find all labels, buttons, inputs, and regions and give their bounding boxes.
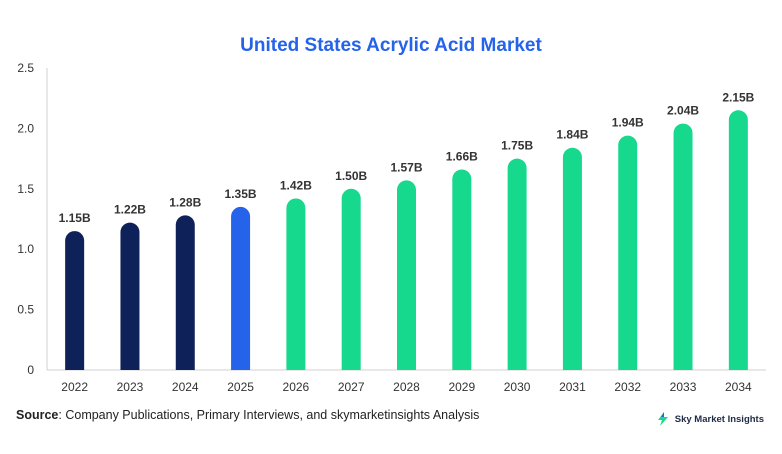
x-tick-label-2031: 2031 bbox=[559, 380, 586, 394]
data-label-2031: 1.84B bbox=[556, 128, 588, 142]
x-tick-label-2033: 2033 bbox=[670, 380, 697, 394]
y-tick-label: 0.5 bbox=[17, 303, 34, 317]
x-tick-label-2023: 2023 bbox=[117, 380, 144, 394]
chart-title: United States Acrylic Acid Market bbox=[240, 35, 542, 56]
data-label-2023: 1.22B bbox=[114, 203, 146, 217]
data-label-2024: 1.28B bbox=[169, 195, 201, 209]
bar-chart: United States Acrylic Acid Market 0 0.5 1.… bbox=[17, 35, 766, 394]
x-tick-label-2026: 2026 bbox=[283, 380, 310, 394]
y-tick-label: 2.0 bbox=[17, 121, 34, 135]
x-tick-label-2022: 2022 bbox=[61, 380, 88, 394]
x-tick-label-2028: 2028 bbox=[393, 380, 420, 394]
x-tick-label-2034: 2034 bbox=[725, 380, 752, 394]
y-tick-label: 1.0 bbox=[17, 242, 34, 256]
source-note: Source: Company Publications, Primary In… bbox=[16, 408, 479, 422]
brand-name: Sky Market Insights bbox=[674, 413, 764, 425]
y-tick-label: 1.5 bbox=[17, 182, 34, 196]
bar-2028 bbox=[397, 180, 416, 370]
y-axis: 0 0.5 1.0 1.5 2.0 2.5 bbox=[17, 61, 48, 377]
data-label-2029: 1.66B bbox=[446, 149, 478, 163]
bar-2026 bbox=[286, 198, 306, 370]
x-tick-label-2032: 2032 bbox=[614, 380, 641, 394]
data-labels: 1.15B 1.22B 1.28B 1.35B 1.42B 1.50B 1.57B 1.66B… bbox=[59, 90, 755, 225]
data-label-2030: 1.75B bbox=[501, 139, 533, 153]
x-tick-label-2029: 2029 bbox=[448, 380, 475, 394]
bar-2027 bbox=[341, 188, 361, 370]
bar-2034 bbox=[728, 110, 748, 370]
x-tick-label-2027: 2027 bbox=[338, 380, 365, 394]
bar-2030 bbox=[507, 158, 527, 370]
bar-2022 bbox=[65, 231, 85, 370]
bar-2023 bbox=[120, 222, 140, 370]
bar-2033 bbox=[673, 123, 693, 370]
y-tick-label: 2.5 bbox=[17, 61, 34, 75]
x-axis: 2022 2023 2024 2025 2026 2027 2028 2029 2030 2031… bbox=[47, 369, 766, 394]
bar-2029 bbox=[452, 169, 472, 370]
y-tick-label: 0 bbox=[27, 363, 34, 377]
brand-logo: Sky Market Insights bbox=[655, 411, 764, 427]
x-tick-label-2030: 2030 bbox=[504, 380, 531, 394]
data-label-2027: 1.50B bbox=[335, 169, 367, 183]
bar-2031 bbox=[562, 147, 582, 370]
data-label-2033: 2.04B bbox=[667, 104, 699, 118]
data-label-2028: 1.57B bbox=[390, 160, 422, 174]
source-label: Source bbox=[16, 408, 59, 422]
bars bbox=[65, 110, 748, 370]
bar-2024 bbox=[175, 215, 195, 370]
data-label-2032: 1.94B bbox=[612, 116, 644, 130]
x-tick-label-2025: 2025 bbox=[227, 380, 254, 394]
data-label-2025: 1.35B bbox=[225, 187, 257, 201]
x-tick-label-2024: 2024 bbox=[172, 380, 199, 394]
data-label-2026: 1.42B bbox=[280, 178, 312, 192]
data-label-2022: 1.15B bbox=[59, 211, 91, 225]
bar-2025 bbox=[231, 206, 251, 370]
lightning-logo-icon bbox=[657, 412, 668, 426]
data-label-2034: 2.15B bbox=[722, 90, 754, 104]
source-text: : Company Publications, Primary Intervie… bbox=[58, 408, 480, 422]
bar-2032 bbox=[618, 135, 638, 370]
